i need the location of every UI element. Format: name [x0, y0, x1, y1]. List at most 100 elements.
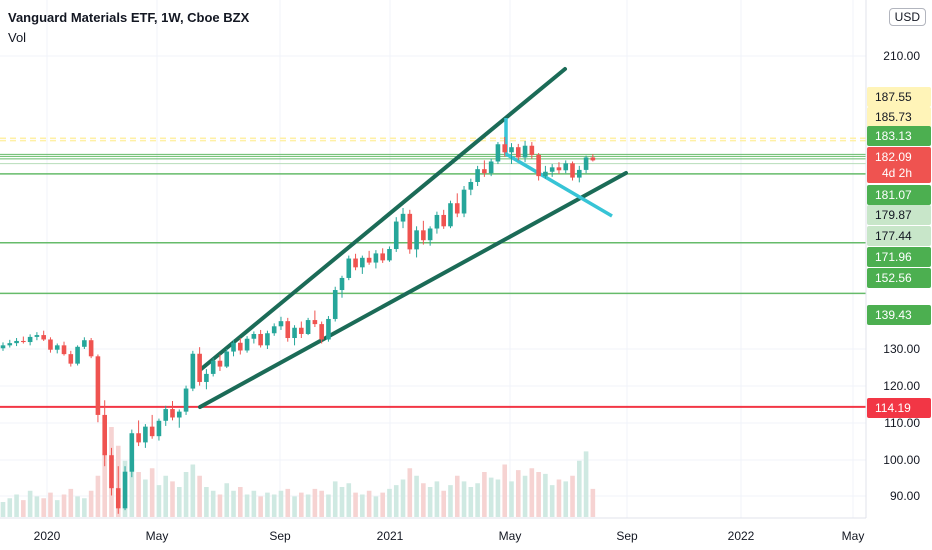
candle-body — [346, 258, 352, 278]
candle-body — [332, 290, 338, 319]
candle-body — [271, 326, 277, 334]
candle-body — [380, 253, 385, 261]
volume-bar — [285, 488, 291, 517]
time-tick-label: Sep — [616, 529, 638, 543]
volume-bar — [21, 500, 26, 517]
candle-body — [577, 169, 582, 178]
candle-body — [54, 345, 60, 350]
chart-header: Vanguard Materials ETF, 1W, Cboe BZX Vol — [8, 8, 249, 48]
volume-bar — [577, 460, 582, 517]
candle-body — [353, 258, 358, 268]
candle-body — [454, 203, 460, 214]
candle-body — [434, 214, 440, 229]
candle-body — [129, 433, 135, 472]
volume-bar — [427, 487, 433, 517]
candle-body — [339, 277, 345, 291]
price-tick-label: 210.00 — [883, 49, 920, 63]
candle-body — [488, 161, 494, 174]
volume-bar — [82, 498, 87, 517]
upper-channel-line — [198, 67, 567, 372]
candle-body — [251, 333, 257, 339]
candle-body — [407, 213, 413, 250]
price-label-text: 181.07 — [875, 188, 912, 202]
candle-body — [149, 426, 155, 437]
candle-body — [319, 324, 324, 340]
currency-selector[interactable]: USD — [888, 8, 926, 26]
price-label-text: 185.73 — [875, 110, 912, 124]
candle-body — [475, 169, 480, 182]
volume-bar — [373, 496, 379, 517]
volume-bar — [271, 494, 277, 517]
time-tick-label: May — [499, 529, 522, 543]
candle-body — [109, 455, 114, 489]
time-tick-label: Sep — [269, 529, 291, 543]
time-tick-label: 2021 — [377, 529, 404, 543]
candle-body — [156, 420, 162, 437]
volume-bar — [414, 475, 419, 517]
volume-bar — [454, 475, 460, 517]
volume-bar — [48, 492, 53, 517]
volume-bar — [7, 498, 13, 517]
price-label-text: 171.96 — [875, 250, 912, 264]
candle-body — [495, 144, 501, 162]
candle-body — [41, 335, 46, 340]
candle-body — [522, 145, 528, 158]
volume-bar — [244, 494, 250, 517]
candle-body — [190, 353, 196, 389]
candle-body — [217, 360, 223, 367]
volume-bar — [251, 490, 257, 517]
candle-body — [387, 249, 392, 261]
volume-bar — [299, 492, 304, 517]
volume-bar — [190, 464, 196, 517]
volume-bar — [224, 483, 230, 517]
volume-bar — [583, 451, 589, 517]
candle-body — [448, 203, 453, 227]
volume-bar — [509, 481, 514, 517]
price-label-badge — [867, 305, 931, 325]
time-tick-label: May — [842, 529, 865, 543]
candle-body — [0, 345, 6, 349]
volume-bar — [529, 468, 535, 517]
volume-bar — [75, 496, 80, 517]
volume-bar — [339, 487, 345, 517]
volume-bar — [522, 475, 528, 517]
candle-body — [305, 320, 311, 334]
candle-body — [210, 360, 216, 374]
volume-bar — [143, 479, 148, 517]
price-label-text: 182.09 — [875, 150, 912, 164]
candle-body — [427, 228, 433, 241]
price-label-text: 187.55 — [875, 90, 912, 104]
volume-indicator-label: Vol — [8, 30, 27, 45]
candle-body — [122, 471, 128, 509]
candle-body — [529, 145, 535, 155]
price-tick-label: 100.00 — [883, 453, 920, 467]
volume-bar — [149, 468, 155, 517]
candle-body — [61, 345, 67, 355]
price-label-badge — [867, 226, 931, 246]
volume-bar — [421, 483, 426, 517]
volume-bar — [136, 472, 141, 517]
candle-body — [482, 169, 487, 174]
candle-body — [7, 343, 13, 346]
volume-bar — [441, 490, 446, 517]
volume-bar — [14, 494, 19, 517]
candle-body — [509, 147, 514, 153]
candle-body — [95, 356, 101, 415]
volume-bar — [495, 479, 501, 517]
volume-bar — [380, 492, 385, 517]
candle-body — [536, 154, 541, 177]
candle-body — [197, 353, 202, 382]
candle-body — [543, 171, 548, 177]
volume-bar — [27, 490, 33, 517]
volume-bar — [61, 494, 67, 517]
volume-bar — [231, 490, 236, 517]
candle-body — [563, 163, 569, 171]
candle-body — [373, 253, 379, 263]
price-tick-label: 130.00 — [883, 342, 920, 356]
volume-bar — [475, 483, 480, 517]
trendline-drawings — [198, 67, 628, 409]
candle-body — [285, 321, 291, 339]
price-label-badge — [867, 205, 931, 225]
candle-body — [48, 339, 53, 350]
